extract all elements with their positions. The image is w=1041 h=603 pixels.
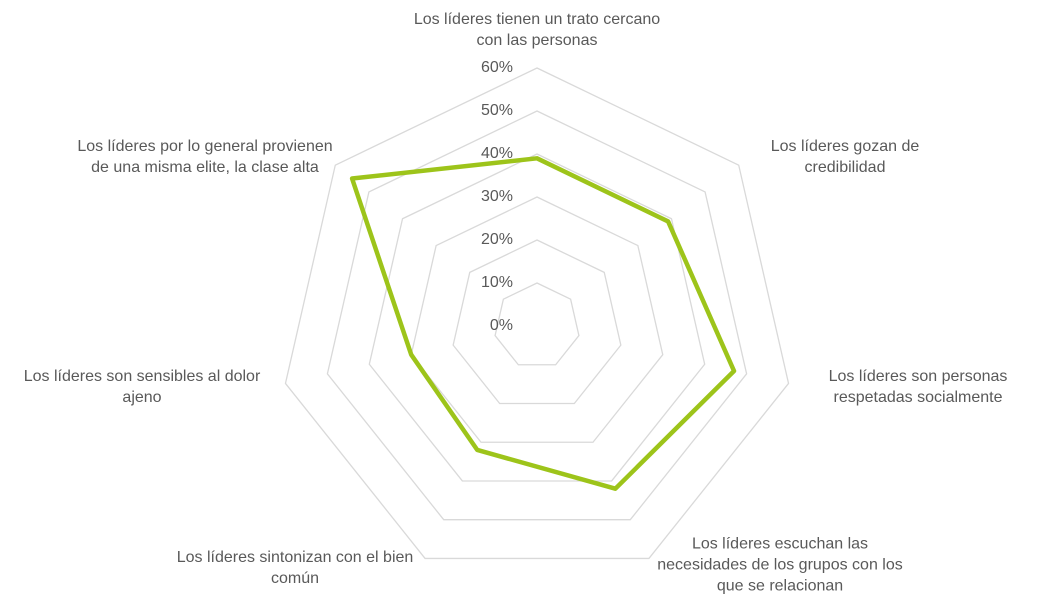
grid-ring <box>284 67 790 560</box>
grid-ring <box>326 110 748 521</box>
category-label: Los líderes sintonizan con el bien común <box>176 549 414 587</box>
grid-ring <box>410 196 664 443</box>
grid-ring <box>494 282 580 366</box>
grid-ring <box>452 239 622 405</box>
category-label: Los líderes gozan de credibilidad <box>770 138 920 176</box>
y-tick-label: 50% <box>481 102 513 119</box>
y-tick-label: 40% <box>481 145 513 162</box>
y-tick-label: 60% <box>481 59 513 76</box>
y-tick-label: 20% <box>481 231 513 248</box>
y-tick-label: 0% <box>490 317 513 334</box>
category-label: Los líderes son sensibles al dolor ajeno <box>23 368 261 406</box>
y-tick-label: 10% <box>481 274 513 291</box>
category-label: Los líderes son personas respetadas soci… <box>828 368 1008 406</box>
y-tick-label: 30% <box>481 188 513 205</box>
series-line <box>349 156 737 491</box>
category-label: Los líderes escuchan las necesidades de … <box>657 535 903 595</box>
category-label: Los líderes por lo general provienen de … <box>77 138 333 176</box>
category-label: Los líderes tienen un trato cercano con … <box>413 11 661 49</box>
